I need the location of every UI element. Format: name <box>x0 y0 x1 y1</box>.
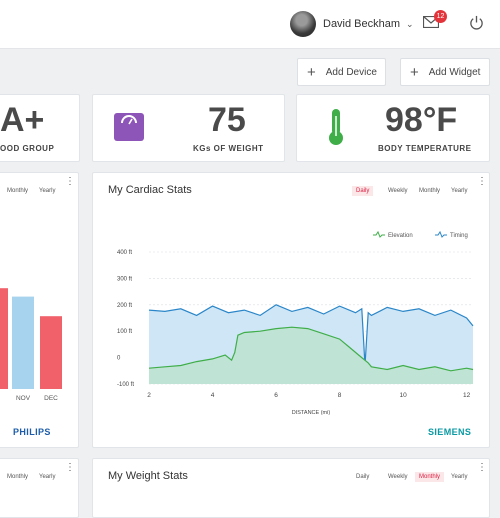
legend-marker <box>373 230 385 238</box>
bottom-left-card: Monthly Yearly ⋮ <box>0 458 79 518</box>
add-widget-button[interactable]: + Add Widget <box>400 58 490 86</box>
philips-logo: PHILIPS <box>13 427 51 437</box>
blood-group-card: A+ OOD GROUP <box>0 94 80 162</box>
legend-marker <box>435 230 447 238</box>
series-area <box>149 327 473 384</box>
chevron-down-icon[interactable]: ⌄ <box>406 18 414 29</box>
add-widget-label: Add Widget <box>428 66 481 78</box>
cardiac-stats-card: My Cardiac Stats Daily Weekly Monthly Ye… <box>92 172 490 448</box>
temperature-label: BODY TEMPERATURE <box>378 144 472 153</box>
activity-card: Monthly Yearly ⋮ NOV DEC PHILIPS <box>0 172 79 448</box>
y-tick-label: 400 ft <box>117 250 132 256</box>
bar <box>40 316 62 389</box>
temperature-value: 98°F <box>385 101 458 139</box>
tab-yearly[interactable]: Yearly <box>39 474 56 480</box>
x-tick-label: 12 <box>463 392 471 399</box>
x-tick-label: 8 <box>338 392 342 399</box>
y-tick-label: -100 ft <box>117 382 134 388</box>
x-tick-label: 6 <box>274 392 278 399</box>
siemens-logo: SIEMENS <box>428 427 472 437</box>
tab-monthly[interactable]: Monthly <box>415 472 445 482</box>
tab-weekly[interactable]: Weekly <box>388 188 408 194</box>
temperature-card: 98°F BODY TEMPERATURE <box>296 94 490 162</box>
power-icon[interactable] <box>469 15 484 30</box>
bar-label: NOV <box>16 395 31 402</box>
more-icon[interactable]: ⋮ <box>477 176 487 187</box>
series-line <box>148 304 474 366</box>
weight-label: KGs OF WEIGHT <box>193 144 264 153</box>
series-line <box>148 326 474 372</box>
legend-label: Elevation <box>388 233 413 239</box>
thermometer-icon <box>329 109 343 145</box>
weight-card: 75 KGs OF WEIGHT <box>92 94 285 162</box>
y-tick-label: 100 ft <box>117 329 132 335</box>
cardiac-title: My Cardiac Stats <box>108 184 192 196</box>
user-name[interactable]: David Beckham <box>323 18 401 30</box>
x-tick-label: 10 <box>400 392 408 399</box>
plus-icon: + <box>410 63 419 81</box>
notification-badge[interactable]: 12 <box>434 10 447 23</box>
weight-stats-card: My Weight Stats Daily Weekly Monthly Yea… <box>92 458 490 518</box>
bar <box>0 288 8 389</box>
tab-daily[interactable]: Daily <box>352 186 374 196</box>
y-tick-label: 200 ft <box>117 303 132 309</box>
bar-chart: NOV DEC <box>0 288 62 402</box>
tab-daily[interactable]: Daily <box>356 474 370 480</box>
tab-yearly[interactable]: Yearly <box>451 188 468 194</box>
weight-value: 75 <box>208 101 246 139</box>
y-tick-label: 0 <box>117 356 121 362</box>
x-axis-label: DISTANCE (mi) <box>292 410 331 416</box>
plus-icon: + <box>307 63 316 81</box>
scale-icon <box>114 113 144 141</box>
add-device-label: Add Device <box>325 66 377 78</box>
tab-weekly[interactable]: Weekly <box>388 474 408 480</box>
avatar[interactable] <box>290 11 316 37</box>
more-icon[interactable]: ⋮ <box>65 176 75 187</box>
weight-stats-title: My Weight Stats <box>108 470 188 482</box>
blood-group-value: A+ <box>0 101 45 139</box>
tab-yearly[interactable]: Yearly <box>451 474 468 480</box>
tab-monthly[interactable]: Monthly <box>419 188 441 194</box>
legend-label: Timing <box>450 233 468 239</box>
y-tick-label: 300 ft <box>117 276 132 282</box>
bar <box>12 296 34 389</box>
x-tick-label: 4 <box>211 392 215 399</box>
tab-monthly[interactable]: Monthly <box>7 188 29 194</box>
add-device-button[interactable]: + Add Device <box>297 58 386 86</box>
more-icon[interactable]: ⋮ <box>65 462 75 473</box>
cardiac-chart: 400 ft 300 ft 200 ft 100 ft 0 -100 ft 2 4 6 8 10 12… <box>117 230 474 416</box>
more-icon[interactable]: ⋮ <box>477 462 487 473</box>
x-tick-label: 2 <box>147 392 151 399</box>
tab-yearly[interactable]: Yearly <box>39 188 56 194</box>
top-bar: David Beckham ⌄ 12 <box>0 0 500 49</box>
tab-monthly[interactable]: Monthly <box>7 474 29 480</box>
bar-label: DEC <box>44 395 58 402</box>
user-menu[interactable]: David Beckham ⌄ <box>290 11 414 37</box>
blood-group-label: OOD GROUP <box>0 144 55 153</box>
